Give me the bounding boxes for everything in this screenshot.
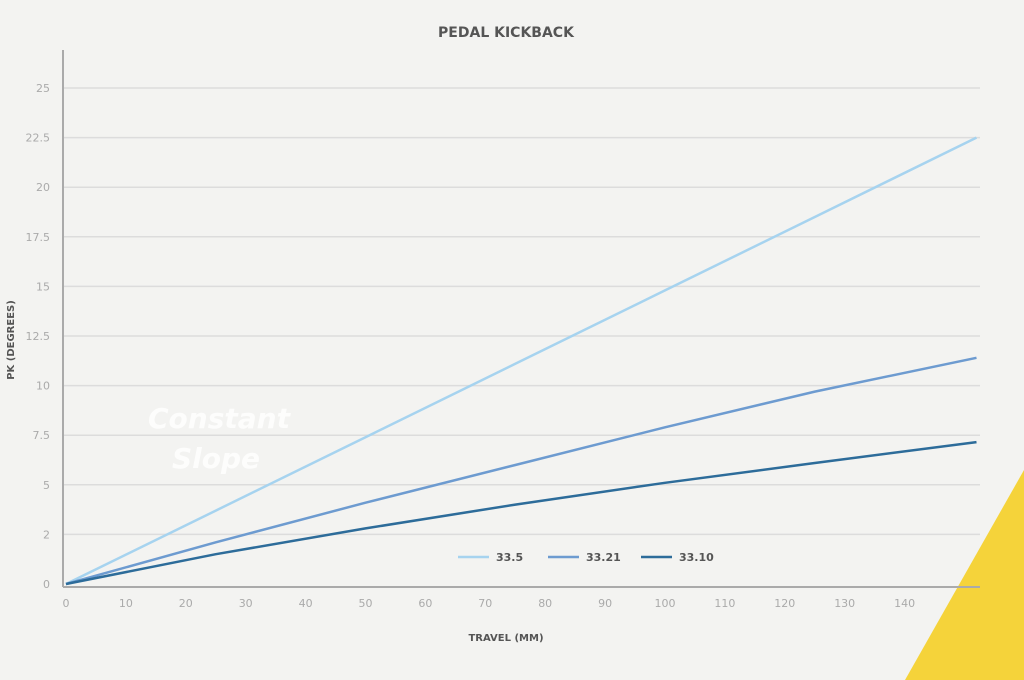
y-tick-label: 10 [36, 380, 50, 393]
x-tick-label: 80 [538, 597, 552, 610]
watermark-slope: Slope [172, 442, 260, 475]
x-tick-label: 60 [418, 597, 432, 610]
x-tick-label: 100 [655, 597, 676, 610]
y-tick-label: 20 [36, 181, 50, 194]
x-tick-label: 50 [359, 597, 373, 610]
y-tick-label: 22.5 [26, 132, 51, 145]
x-tick-label: 30 [239, 597, 253, 610]
x-axis-ticks: 0 10 20 30 40 50 60 70 80 90 100 110 120 130 140 [63, 597, 916, 610]
series-line-33.10 [65, 440, 977, 586]
y-tick-label: 12.5 [26, 330, 51, 343]
x-tick-label: 140 [894, 597, 915, 610]
x-tick-label: 110 [714, 597, 735, 610]
watermark-constant: Constant [148, 402, 292, 435]
x-tick-label: 130 [834, 597, 855, 610]
y-tick-label: 25 [36, 82, 50, 95]
y-tick-label: 7.5 [33, 429, 51, 442]
x-tick-label: 70 [478, 597, 492, 610]
legend-label: 33.21 [586, 551, 621, 564]
legend: 33.5 33.21 33.10 [458, 551, 714, 564]
y-tick-label: 15 [36, 280, 50, 293]
series-lines [65, 136, 978, 586]
y-tick-label: 0 [43, 578, 50, 591]
legend-label: 33.5 [496, 551, 523, 564]
gridlines [64, 87, 980, 536]
series-line-33.21 [65, 356, 977, 586]
x-tick-label: 90 [598, 597, 612, 610]
x-tick-label: 0 [63, 597, 70, 610]
y-tick-label: 5 [43, 479, 50, 492]
x-axis-label: TRAVEL (MM) [468, 633, 543, 644]
x-tick-label: 40 [299, 597, 313, 610]
y-axis-label: PK (DEGREES) [6, 300, 17, 380]
yellow-corner-decoration [905, 470, 1024, 680]
y-tick-label: 17.5 [26, 231, 51, 244]
y-tick-label: 2 [43, 528, 50, 541]
chart-title: PEDAL KICKBACK [438, 25, 575, 41]
x-tick-label: 120 [774, 597, 795, 610]
series-line-33.5 [65, 136, 978, 586]
x-tick-label: 20 [179, 597, 193, 610]
legend-label: 33.10 [679, 551, 714, 564]
x-tick-label: 10 [119, 597, 133, 610]
